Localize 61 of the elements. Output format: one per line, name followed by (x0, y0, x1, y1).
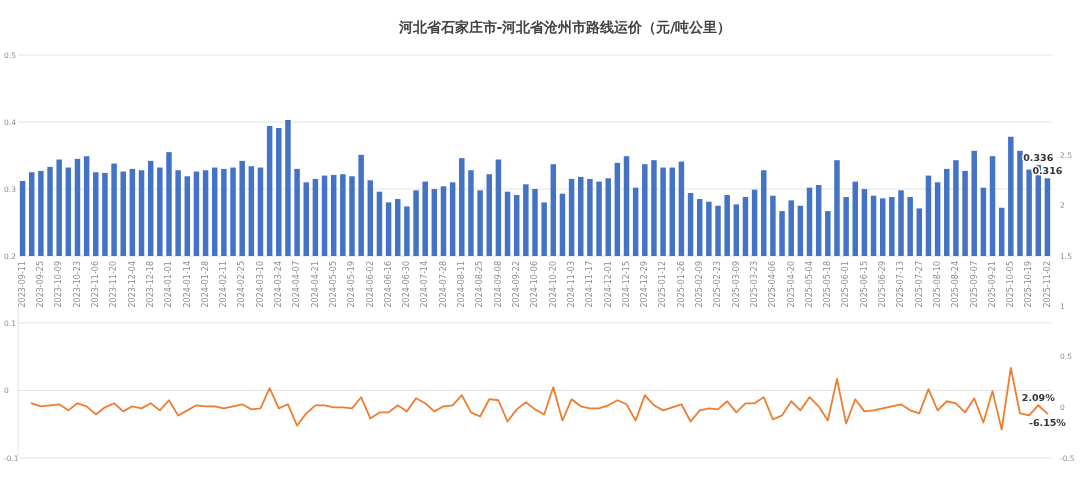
x-tick-label: 2025-07-13 (896, 261, 906, 308)
x-tick-label: 2024-03-24 (274, 261, 284, 308)
x-tick-label: 2024-07-28 (438, 261, 448, 308)
x-tick-label: 2024-12-29 (640, 261, 650, 308)
x-tick-label: 2025-06-15 (859, 261, 869, 308)
x-tick-label: 2023-11-06 (91, 261, 101, 308)
x-tick-label: 2023-09-25 (36, 261, 46, 308)
x-tick-label: 2024-01-01 (164, 261, 174, 308)
x-tick-label: 2024-06-30 (402, 261, 412, 308)
x-tick-label: 2024-04-07 (292, 261, 302, 308)
x-tick-label: 2025-04-20 (786, 261, 796, 308)
x-tick-label: 2023-11-20 (109, 261, 119, 308)
x-tick-label: 2025-09-21 (987, 261, 997, 308)
x-tick-label: 2023-09-11 (17, 261, 27, 308)
x-tick-label: 2025-10-19 (1024, 261, 1034, 308)
x-tick-label: 2024-08-25 (475, 261, 485, 308)
x-tick-label: 2025-02-23 (713, 261, 723, 308)
chart-title: 河北省石家庄市-河北省沧州市路线运价（元/吨公里） (397, 19, 732, 35)
x-tick-label: 2024-07-14 (420, 261, 430, 308)
x-tick-label: 2024-05-19 (347, 261, 357, 308)
x-tick-label: 2023-12-18 (145, 261, 155, 308)
x-tick-label: 2024-10-06 (530, 261, 540, 308)
x-tick-label: 2025-07-27 (914, 261, 924, 308)
x-tick-label: 2025-08-10 (932, 261, 942, 308)
data-label: -6.15% (1028, 416, 1067, 428)
x-tick-label: 2025-04-06 (768, 261, 778, 308)
x-tick-label: 2024-12-15 (621, 261, 631, 308)
x-tick-label: 2025-02-09 (695, 261, 705, 308)
x-tick-label: 2023-12-04 (127, 261, 137, 308)
x-tick-label: 2024-08-11 (457, 261, 467, 308)
x-tick-label: 2024-09-22 (512, 261, 521, 308)
x-tick-label: 2024-02-11 (219, 261, 229, 308)
x-tick-label: 2025-03-23 (749, 261, 759, 308)
x-tick-label: 2024-11-17 (585, 261, 595, 308)
x-tick-label: 2025-06-01 (841, 261, 851, 308)
x-tick-label: 2024-06-16 (383, 261, 393, 308)
x-tick-label: 2024-11-03 (566, 261, 576, 308)
x-tick-label: 2023-10-09 (54, 261, 64, 308)
x-tick-label: 2025-05-04 (804, 261, 814, 308)
x-tick-label: 2024-01-14 (182, 261, 192, 308)
x-tick-label: 2025-05-18 (823, 261, 833, 308)
x-tick-label: 2025-11-02 (1042, 261, 1052, 308)
x-tick-label: 2025-10-05 (1006, 261, 1016, 308)
x-tick-label: 2024-02-25 (237, 261, 247, 308)
x-tick-label: 2025-01-26 (676, 261, 686, 308)
x-tick-label: 2024-05-05 (328, 261, 338, 308)
x-tick-label: 2023-10-23 (72, 261, 82, 308)
x-tick-label: 2025-01-12 (658, 261, 668, 308)
x-tick-label: 2024-10-20 (548, 261, 558, 308)
x-tick-label: 2025-06-29 (878, 261, 888, 308)
x-tick-label: 2025-03-09 (731, 261, 741, 308)
x-tick-label: 2024-03-10 (255, 261, 265, 308)
x-tick-label: 2024-04-21 (310, 261, 320, 308)
x-tick-label: 2024-01-28 (200, 261, 210, 308)
x-tick-label: 2025-09-07 (969, 261, 979, 308)
x-tick-label: 2024-06-02 (365, 261, 375, 308)
data-label: 0.336 (1023, 151, 1054, 163)
x-tick-label: 2024-09-08 (493, 261, 503, 308)
x-tick-label: 2025-08-24 (951, 261, 961, 308)
data-label: 2.09% (1021, 392, 1056, 404)
x-tick-label: 2024-12-01 (603, 261, 613, 308)
